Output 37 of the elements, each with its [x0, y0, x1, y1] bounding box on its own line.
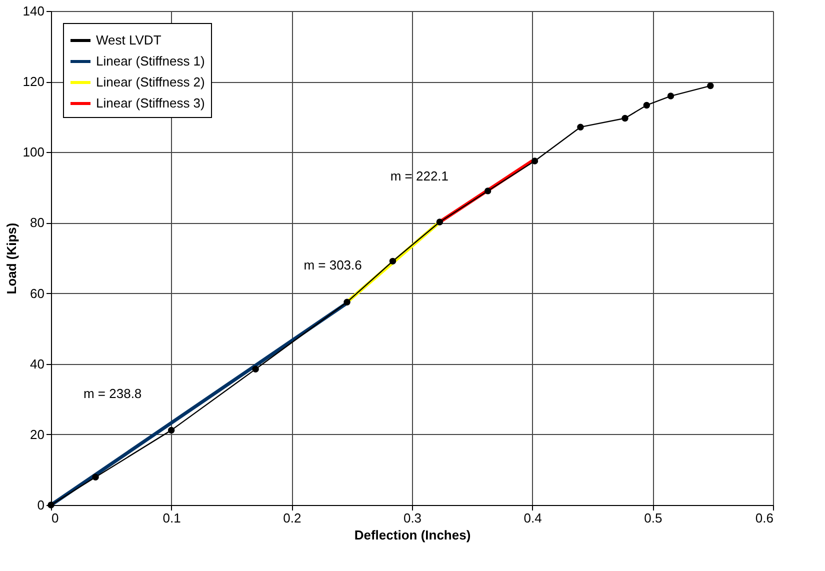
point: [344, 298, 350, 306]
y-tick-label: 140: [22, 4, 44, 18]
legend-label: Linear (Stiffness 2): [96, 74, 205, 90]
point: [484, 188, 492, 194]
annotation: m = 303.6: [304, 257, 362, 272]
y-tick-label: 60: [30, 286, 44, 301]
x-tick-label: 0: [52, 510, 59, 526]
legend-label: Linear (Stiffness 1): [96, 54, 205, 68]
x-tick-label: 0.3: [403, 510, 422, 526]
x-tick-label: 0.5: [644, 510, 662, 526]
point: [622, 114, 628, 122]
y-tick-label: 120: [22, 74, 44, 90]
y-tick-label: 20: [30, 426, 44, 442]
point: [667, 92, 674, 100]
point: [92, 474, 99, 480]
point: [436, 218, 444, 226]
y-tick-label: 80: [30, 215, 44, 230]
legend-label: West LVDT: [96, 32, 162, 48]
point: [252, 366, 259, 372]
annotation: m = 238.8: [83, 386, 142, 401]
point: [389, 258, 396, 265]
y-tick-label: 0: [37, 498, 44, 512]
x-tick-label: 0.6: [755, 510, 774, 526]
point: [531, 158, 538, 164]
y-axis-title: Load (Kips): [4, 222, 19, 294]
x-tick-label: 0.2: [283, 510, 302, 526]
point: [643, 102, 650, 109]
point: [707, 82, 714, 90]
legend-label: Linear (Stiffness 3): [96, 96, 205, 110]
x-tick-label: 0.1: [162, 510, 181, 526]
point: [577, 124, 584, 130]
x-tick-label: 0.4: [524, 510, 542, 526]
y-tick-label: 100: [22, 144, 44, 160]
point: [168, 426, 175, 434]
x-axis-title: Deflection (Inches): [354, 528, 471, 542]
y-tick-label: 40: [30, 356, 44, 372]
annotation: m = 222.1: [390, 168, 449, 184]
